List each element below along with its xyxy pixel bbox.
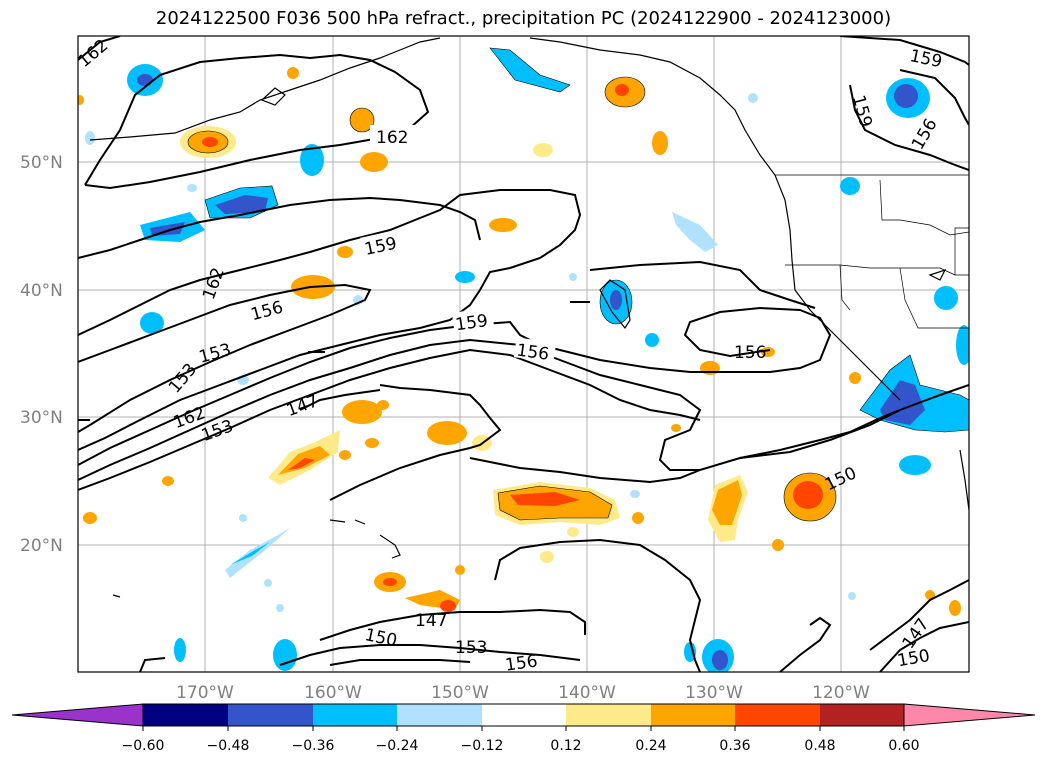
lat-label-20n: 20°N: [20, 536, 63, 556]
contour-label-162: 162: [376, 128, 408, 148]
colorbar-tick-label: −0.36: [292, 738, 335, 754]
contour-label-156: 156: [734, 343, 766, 363]
political-borders: [775, 174, 969, 329]
lat-label-40n: 40°N: [20, 281, 63, 301]
positive-pc-regions: [78, 67, 961, 616]
contour-label-156: 156: [515, 341, 550, 365]
lat-label-30n: 30°N: [20, 408, 63, 428]
lon-label-120w: 120°W: [812, 683, 870, 703]
colorbar-tick-label: 0.60: [888, 738, 919, 754]
colorbar-tick-label: 0.48: [804, 738, 835, 754]
colorbar-tick-label: 0.36: [719, 738, 750, 754]
contour-labels: 162 159 162 156 159 156 156 153 153 147 …: [78, 36, 944, 675]
contour-label-153: 153: [455, 638, 487, 658]
lat-label-50n: 50°N: [20, 153, 63, 173]
colorbar: −0.60 −0.48 −0.36 −0.24 −0.12 0.12 0.24 …: [11, 703, 1036, 754]
colorbar-tick-label: 0.24: [635, 738, 666, 754]
colorbar-tick-label: −0.12: [461, 738, 504, 754]
contour-label-159: 159: [454, 311, 489, 335]
contour-label-156: 156: [504, 651, 539, 675]
colorbar-segment: [820, 704, 904, 726]
lon-label-160w: 160°W: [304, 683, 362, 703]
map-frame: [77, 35, 970, 673]
colorbar-extend-high: [903, 703, 1036, 727]
colorbar-segment: [566, 704, 651, 726]
colorbar-tick-label: −0.24: [376, 738, 419, 754]
colorbar-tick-label: −0.48: [207, 738, 250, 754]
colorbar-tick-label: −0.60: [122, 738, 165, 754]
pc-outlines: [187, 76, 969, 522]
colorbar-segment: [397, 704, 482, 726]
colorbar-segment: [482, 704, 566, 726]
colorbar-segment: [313, 704, 397, 726]
lon-label-130w: 130°W: [685, 683, 743, 703]
lon-label-150w: 150°W: [431, 683, 489, 703]
contour-label-147: 147: [415, 611, 447, 631]
colorbar-tick-label: 0.12: [550, 738, 581, 754]
colorbar-segment: [651, 704, 735, 726]
lon-label-170w: 170°W: [176, 683, 234, 703]
colorbar-segment: [143, 704, 228, 726]
map-title: 2024122500 F036 500 hPa refract., precip…: [155, 8, 892, 29]
colorbar-segment: [228, 704, 313, 726]
colorbar-extend-low: [11, 703, 144, 727]
lon-label-140w: 140°W: [558, 683, 616, 703]
colorbar-segment: [735, 704, 820, 726]
refractivity-contours: [78, 36, 969, 672]
